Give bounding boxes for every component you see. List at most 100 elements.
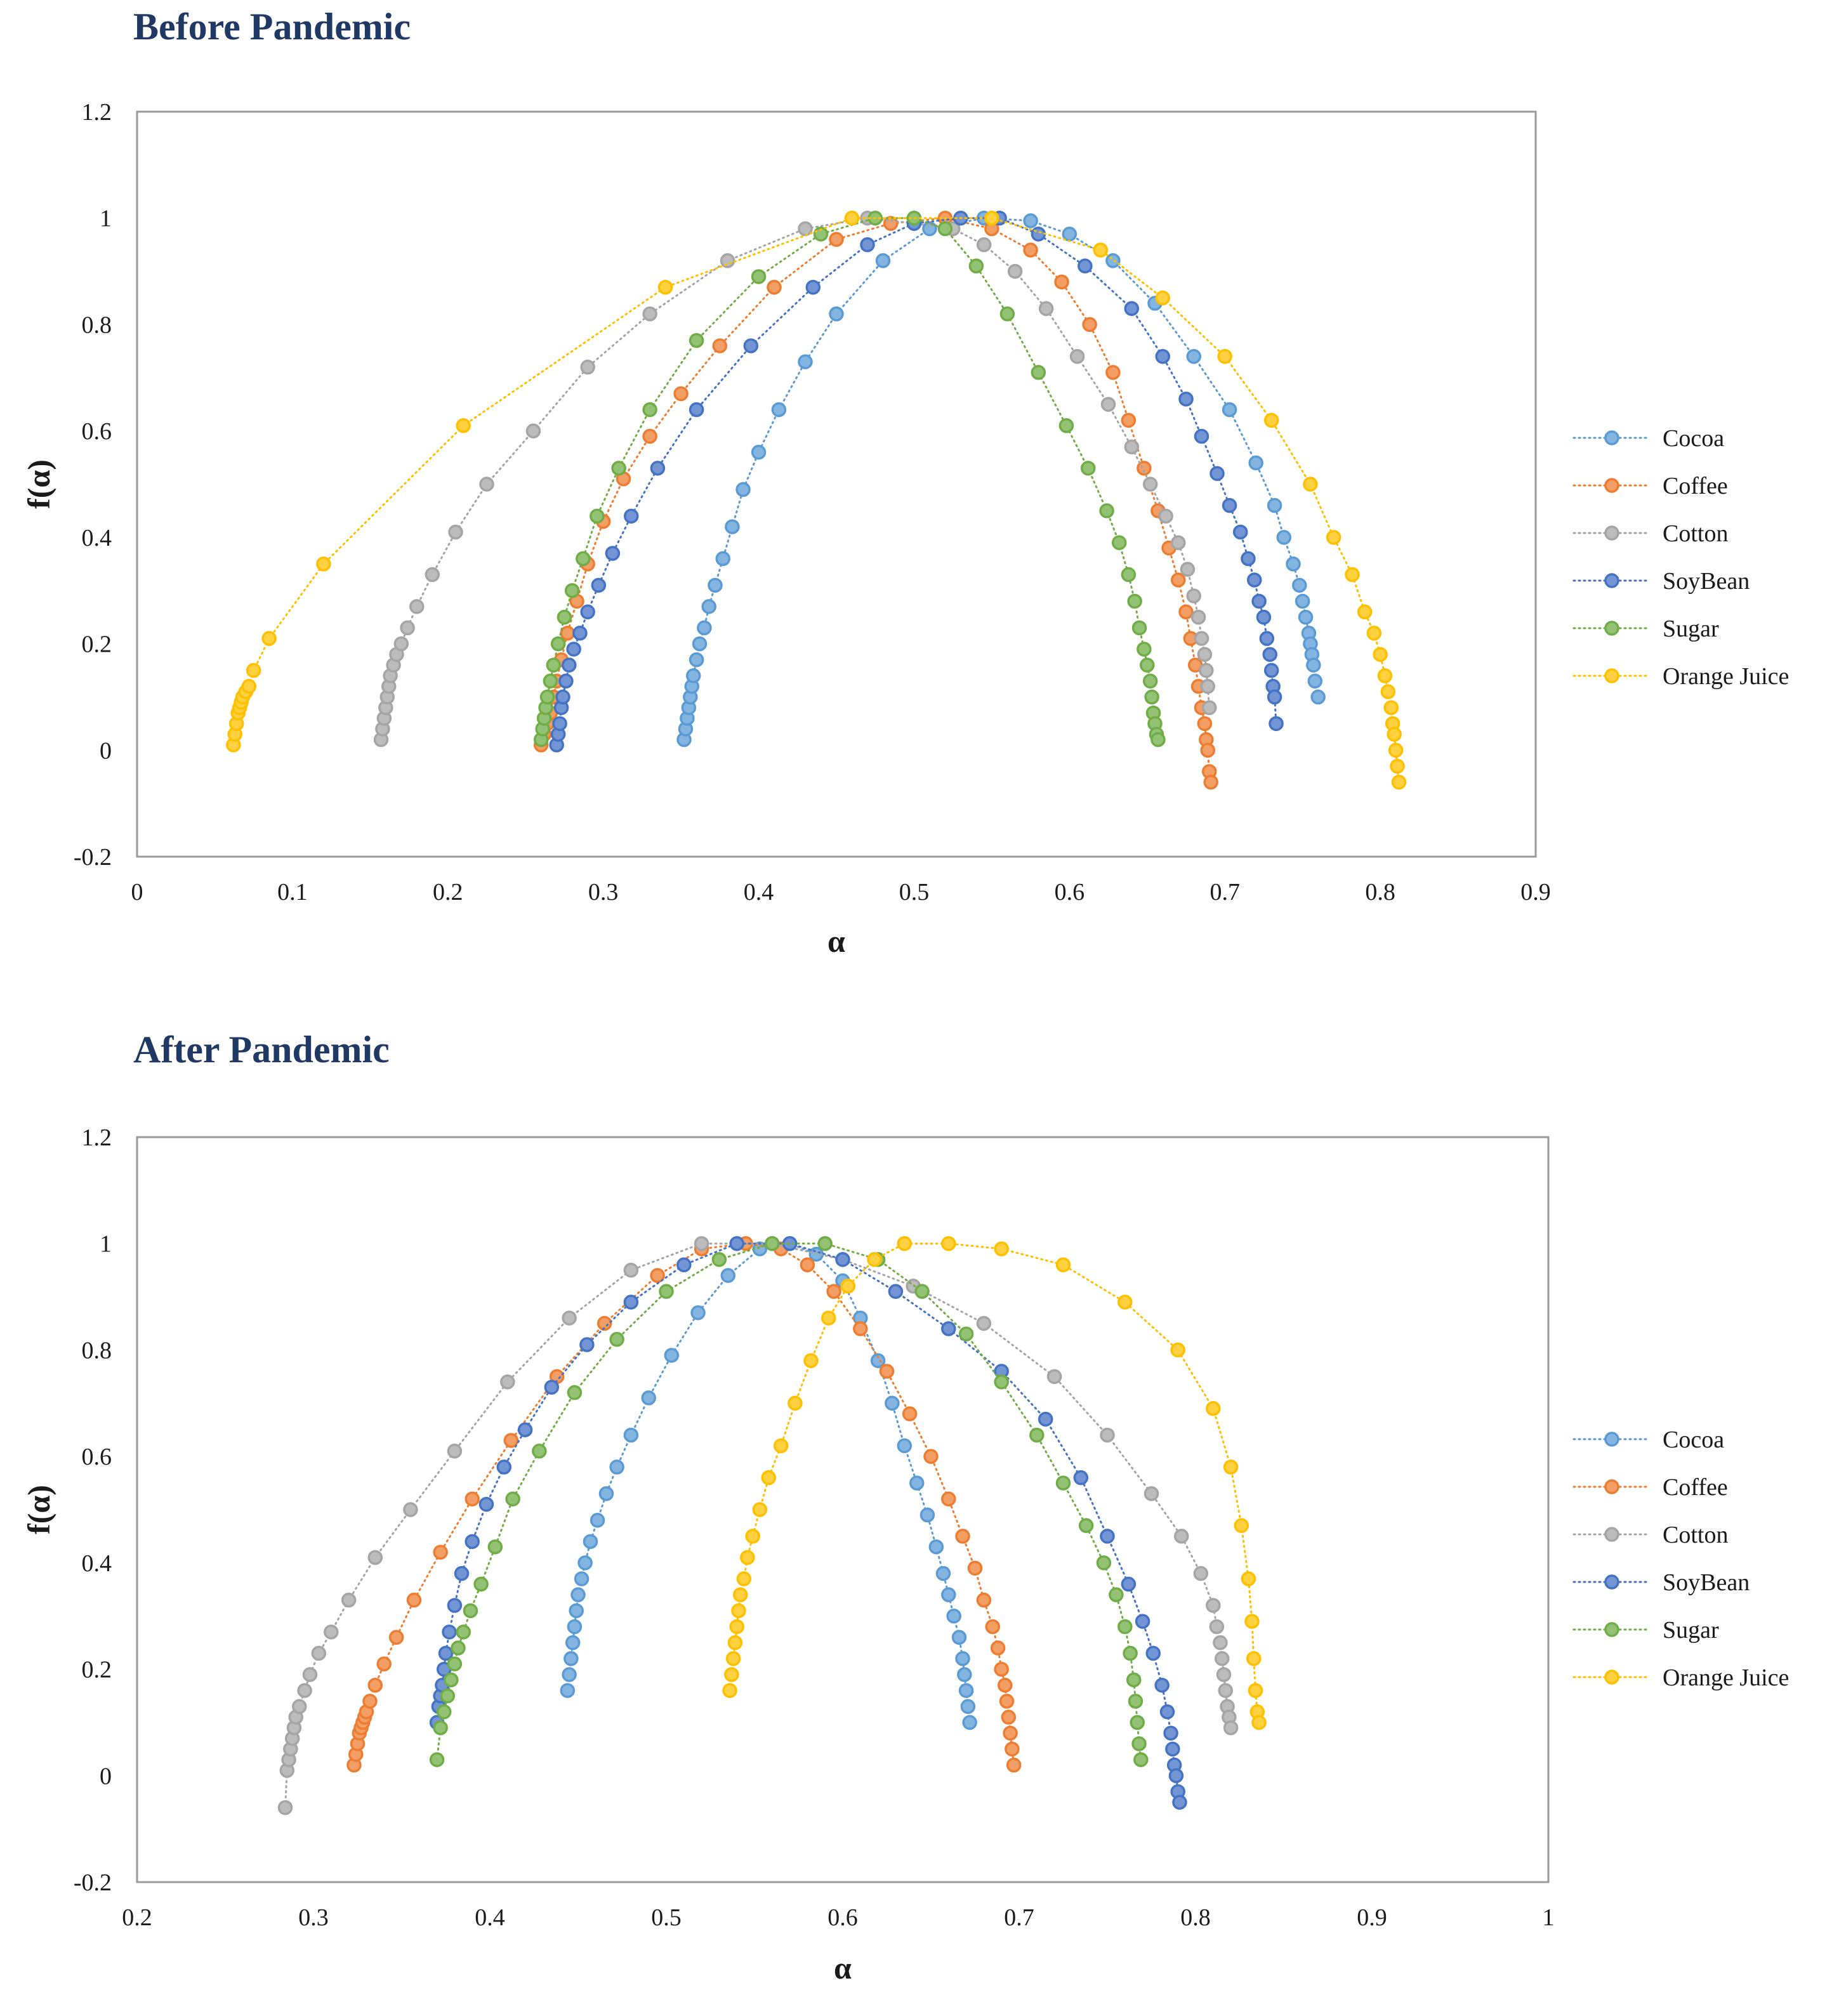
data-point (1178, 604, 1194, 620)
data-point (566, 642, 581, 657)
data-point (999, 1694, 1015, 1709)
data-point (998, 1677, 1013, 1693)
data-point (1003, 1725, 1018, 1741)
data-point (941, 1491, 956, 1506)
data-point (1377, 668, 1393, 683)
data-point (1286, 557, 1301, 572)
data-point (1263, 412, 1279, 428)
data-point (1251, 1715, 1267, 1730)
y-tick-label: 1 (100, 206, 112, 232)
data-point (1310, 689, 1326, 705)
data-point (1137, 642, 1152, 657)
data-point (1082, 317, 1097, 333)
legend-item: Cocoa (1572, 1426, 1724, 1453)
data-point (246, 662, 261, 678)
x-tick-label: 0.8 (1180, 1904, 1211, 1931)
legend-label: Orange Juice (1663, 1664, 1789, 1691)
series-line (555, 217, 1277, 746)
legend-label: Cotton (1663, 520, 1728, 547)
legend-item: Orange Juice (1572, 1664, 1789, 1691)
legend-label: SoyBean (1663, 568, 1750, 595)
data-point (367, 1677, 383, 1693)
data-point (788, 1395, 803, 1411)
data-point (433, 1545, 448, 1560)
data-point (968, 258, 984, 273)
data-point (1298, 609, 1314, 625)
data-point (1145, 1645, 1161, 1661)
data-point (976, 237, 992, 253)
data-point (451, 1640, 466, 1656)
data-point (1209, 1619, 1225, 1635)
data-point (955, 1651, 970, 1666)
data-point (697, 620, 712, 636)
data-point (261, 631, 277, 646)
data-point (740, 1550, 755, 1565)
data-point (711, 1252, 727, 1267)
data-point (465, 1491, 480, 1506)
data-point (1201, 700, 1217, 715)
data-point (1131, 1736, 1147, 1751)
data-point (733, 1587, 748, 1602)
y-tick-label: 0 (100, 1763, 112, 1789)
data-point (1206, 1400, 1221, 1416)
data-point (560, 626, 576, 641)
data-point (729, 1619, 744, 1635)
data-point (532, 1444, 547, 1459)
data-point (496, 1459, 511, 1475)
data-point (1295, 593, 1310, 609)
data-point (1180, 562, 1196, 577)
data-point (1142, 673, 1158, 689)
data-point (722, 1683, 737, 1698)
data-point (433, 1720, 448, 1736)
data-point (447, 1444, 463, 1459)
data-point (1109, 1587, 1124, 1602)
data-point (731, 1603, 746, 1619)
y-tick-label: 0.2 (82, 1657, 112, 1683)
data-point (994, 1661, 1009, 1677)
data-point (1345, 567, 1360, 583)
data-point (1246, 1651, 1262, 1666)
data-point (805, 279, 821, 295)
y-tick-label: 0.8 (82, 1337, 112, 1364)
data-point (1248, 455, 1263, 471)
data-point (1388, 742, 1404, 758)
data-point (725, 519, 740, 534)
data-point (1078, 258, 1093, 273)
chart-title: After Pandemic (133, 1029, 390, 1071)
y-axis-title: f(α) (21, 1485, 56, 1534)
data-point (1159, 1704, 1175, 1720)
x-tick-label: 0.6 (1055, 879, 1085, 906)
y-tick-label: 0.6 (82, 1444, 112, 1470)
data-point (1099, 503, 1114, 518)
data-point (888, 1284, 904, 1299)
data-point (914, 1284, 930, 1299)
data-point (685, 668, 701, 683)
data-point (736, 1571, 752, 1586)
data-point (1267, 497, 1282, 513)
data-point (623, 1295, 639, 1310)
data-point (574, 1571, 590, 1586)
data-point (771, 402, 787, 418)
data-point (456, 1624, 471, 1640)
data-point (694, 1235, 709, 1251)
data-point (564, 1651, 579, 1666)
legend-label: Cocoa (1663, 425, 1724, 452)
data-point (598, 1486, 614, 1501)
data-point (292, 1699, 307, 1715)
data-point (826, 1284, 841, 1299)
data-point (642, 428, 657, 444)
data-point (922, 221, 937, 237)
data-point (1163, 1725, 1178, 1741)
data-point (1133, 1752, 1149, 1767)
y-tick-label: 0.8 (82, 312, 112, 338)
data-point (1130, 1715, 1145, 1730)
data-point (1306, 657, 1321, 673)
data-point (1142, 477, 1158, 492)
legend-marker (1604, 573, 1619, 588)
y-tick-label: 0.4 (82, 1550, 112, 1577)
data-point (1193, 1565, 1209, 1581)
data-point (835, 1252, 850, 1267)
data-point (1234, 1518, 1249, 1533)
x-tick-label: 0.6 (827, 1904, 858, 1931)
data-point (829, 232, 844, 247)
